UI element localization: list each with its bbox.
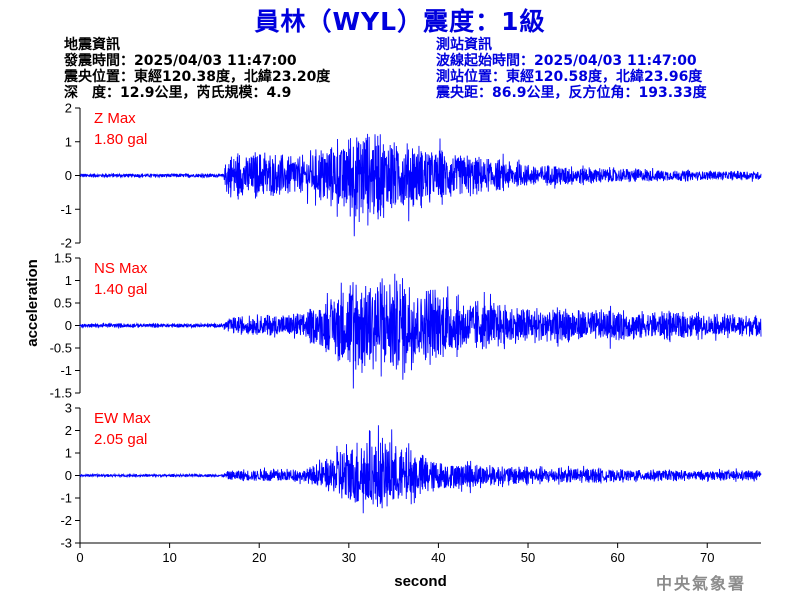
x-tick-label: 60	[610, 550, 624, 565]
max-label: EW Max	[94, 410, 151, 427]
y-tick-label: -1	[60, 491, 72, 506]
x-tick-label: 20	[252, 550, 266, 565]
y-axis-title: acceleration	[24, 259, 41, 347]
y-tick-label: 1.5	[54, 251, 72, 266]
y-tick-label: -1.5	[50, 386, 72, 401]
station-info-block: 測站資訊 波線起始時間：2025/04/03 11:47:00 測站位置：東經1…	[436, 37, 707, 101]
waveform-line-ns	[79, 273, 762, 389]
watermark: 中央氣象署	[656, 574, 747, 593]
max-label: NS Max	[94, 260, 148, 277]
station-location: 測站位置：東經120.58度，北緯23.96度	[436, 69, 703, 85]
panel-ns: -1.5 -1 -0.5 0 0.5 1 1.5 NS Max 1.40 gal	[50, 251, 762, 401]
y-tick-label: -1	[60, 202, 72, 217]
y-tick-label: 0	[65, 168, 72, 183]
y-tick-label: -2	[60, 513, 72, 528]
y-tick-label: 2	[65, 101, 72, 116]
depth-magnitude: 深 度：12.9公里，芮氏規模：4.9	[64, 85, 292, 101]
y-tick-label: -2	[60, 236, 72, 251]
panel-ew: -3 -2 -1 0 1 2 3 EW Max 2.05 gal	[60, 401, 762, 551]
epicentral-distance: 震央距：86.9公里，反方位角：193.33度	[436, 85, 707, 101]
epicenter-location: 震央位置：東經120.38度，北緯23.20度	[64, 69, 331, 85]
event-info-heading: 地震資訊	[64, 37, 120, 53]
y-tick-label: 0	[65, 468, 72, 483]
x-tick-label: 40	[431, 550, 445, 565]
y-tick-label: 3	[65, 401, 72, 416]
x-tick-label: 10	[162, 550, 176, 565]
event-info-block: 地震資訊 發震時間：2025/04/03 11:47:00 震央位置：東經120…	[64, 37, 330, 101]
y-tick-label: 1	[65, 273, 72, 288]
panel-z: -2 -1 0 1 2 Z Max 1.80 gal	[60, 101, 762, 251]
station-info-heading: 測站資訊	[436, 37, 492, 53]
y-tick-label: -3	[60, 536, 72, 551]
x-axis-title: second	[394, 573, 447, 590]
y-tick-label: 1	[65, 134, 72, 149]
y-tick-label: -0.5	[50, 341, 72, 356]
y-tick-label: -1	[60, 363, 72, 378]
max-value: 1.80 gal	[94, 131, 147, 148]
y-tick-label: 2	[65, 423, 72, 438]
x-tick-label: 30	[342, 550, 356, 565]
max-label: Z Max	[94, 110, 136, 127]
x-tick-label: 50	[521, 550, 535, 565]
x-tick-label: 70	[700, 550, 714, 565]
y-tick-label: 0	[65, 318, 72, 333]
chart-title: 員林（WYL）震度：1級	[254, 7, 546, 36]
waveform-line-z	[79, 133, 762, 237]
origin-time: 發震時間：2025/04/03 11:47:00	[64, 53, 297, 69]
x-tick-label: 0	[76, 550, 83, 565]
wave-start-time: 波線起始時間：2025/04/03 11:47:00	[436, 53, 697, 69]
waveform-line-ew	[79, 425, 762, 514]
max-value: 1.40 gal	[94, 281, 147, 298]
y-tick-label: 1	[65, 446, 72, 461]
max-value: 2.05 gal	[94, 431, 147, 448]
y-tick-label: 0.5	[54, 296, 72, 311]
